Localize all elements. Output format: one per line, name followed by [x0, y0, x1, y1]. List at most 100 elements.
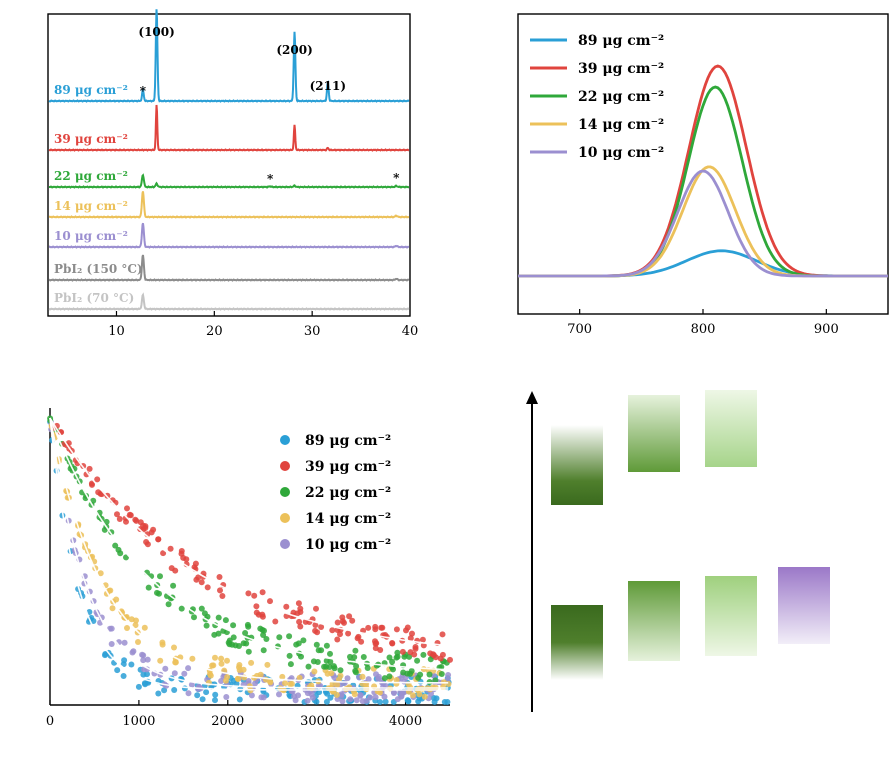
- trpl-data-point: [143, 539, 150, 545]
- trpl-data-point: [236, 643, 242, 649]
- trpl-data-point: [155, 690, 162, 697]
- trpl-data-point: [327, 694, 334, 701]
- xrd-peak-label: (200): [276, 43, 312, 57]
- trpl-data-point: [170, 582, 177, 589]
- trpl-data-point: [391, 690, 397, 696]
- trpl-data-point: [216, 574, 223, 580]
- trpl-data-point: [421, 693, 428, 700]
- xrd-x-tick-label: 40: [402, 324, 419, 339]
- trpl-fit-line: [49, 417, 449, 689]
- trpl-data-point: [337, 667, 344, 674]
- trpl-data-point: [212, 654, 218, 661]
- trpl-data-point: [135, 639, 141, 645]
- trpl-data-point: [267, 598, 273, 605]
- trpl-data-point: [432, 677, 439, 684]
- trpl-data-point: [288, 688, 295, 694]
- trpl-data-point: [365, 624, 372, 631]
- trpl-data-point: [354, 635, 361, 642]
- trpl-data-point: [178, 605, 185, 612]
- trpl-data-point: [86, 465, 93, 472]
- trpl-data-point: [102, 652, 108, 659]
- trpl-data-point: [114, 511, 120, 518]
- trpl-data-point: [188, 681, 195, 688]
- trpl-data-point: [162, 665, 169, 672]
- trpl-data-point: [172, 659, 179, 666]
- trpl-data-point: [367, 694, 374, 701]
- trpl-data-point: [430, 652, 437, 659]
- xrd-star-mark: *: [140, 84, 147, 98]
- trpl-data-point: [234, 675, 241, 682]
- xrd-x-tick-label: 20: [206, 324, 223, 339]
- pl-plot-frame: [517, 13, 889, 315]
- trpl-data-point: [156, 590, 162, 597]
- trpl-data-point: [218, 660, 225, 667]
- xrd-series-line: [48, 9, 410, 103]
- trpl-data-point: [148, 529, 155, 536]
- pl-legend-label: 14 μg cm⁻²: [578, 117, 664, 133]
- trpl-data-point: [419, 636, 426, 643]
- trpl-data-point: [357, 692, 364, 699]
- trpl-legend-swatch: [280, 513, 290, 523]
- trpl-data-point: [389, 640, 396, 647]
- trpl-data-point: [276, 691, 282, 698]
- trpl-data-point: [282, 680, 288, 687]
- trpl-data-point: [181, 670, 188, 677]
- trpl-data-point: [222, 677, 229, 684]
- trpl-data-point: [393, 626, 400, 633]
- trpl-data-point: [97, 570, 104, 577]
- trpl-data-point: [137, 519, 144, 526]
- trpl-legend-label: 10 μg cm⁻²: [305, 537, 391, 553]
- trpl-data-point: [338, 692, 345, 699]
- trpl-data-point: [114, 667, 121, 674]
- trpl-data-point: [240, 666, 247, 673]
- trpl-data-point: [381, 675, 388, 682]
- xrd-series-label: PbI₂ (150 °C): [54, 262, 143, 276]
- trpl-x-tick-label: 4000: [389, 714, 422, 729]
- trpl-data-point: [401, 653, 408, 660]
- trpl-data-point: [171, 687, 178, 693]
- trpl-data-point: [252, 680, 259, 687]
- trpl-data-point: [243, 640, 250, 647]
- trpl-data-point: [323, 657, 330, 664]
- trpl-data-point: [399, 648, 406, 655]
- trpl-data-point: [415, 674, 422, 681]
- trpl-data-point: [345, 630, 352, 637]
- trpl-data-point: [327, 650, 333, 657]
- trpl-data-point: [194, 692, 201, 699]
- trpl-data-point: [109, 605, 116, 612]
- trpl-data-point: [372, 694, 379, 701]
- trpl-data-point: [365, 676, 372, 683]
- trpl-data-point: [386, 654, 393, 661]
- trpl-data-point: [120, 673, 127, 679]
- trpl-data-point: [438, 671, 445, 677]
- trpl-data-point: [242, 630, 249, 636]
- trpl-data-point: [347, 696, 354, 703]
- trpl-data-point: [121, 657, 128, 664]
- trpl-data-point: [447, 656, 453, 663]
- trpl-data-point: [323, 642, 330, 649]
- trpl-data-point: [142, 525, 149, 531]
- trpl-data-point: [260, 647, 267, 654]
- trpl-data-point: [223, 694, 230, 700]
- trpl-data-point: [297, 605, 304, 612]
- trpl-data-point: [382, 698, 389, 705]
- trpl-data-point: [341, 680, 348, 686]
- trpl-data-point: [199, 696, 206, 703]
- pl-series-line: [518, 169, 888, 278]
- trpl-data-point: [124, 625, 130, 631]
- trpl-data-point: [416, 691, 423, 698]
- xrd-star-mark: *: [393, 171, 400, 185]
- pl-series-line: [518, 249, 888, 278]
- trpl-data-point: [296, 618, 303, 625]
- trpl-data-point: [410, 692, 416, 699]
- trpl-data-point: [123, 518, 129, 525]
- trpl-data-point: [123, 554, 129, 561]
- pl-series-line: [518, 85, 888, 278]
- trpl-data-point: [352, 669, 359, 676]
- trpl-data-point: [224, 657, 230, 664]
- trpl-data-point: [290, 609, 297, 616]
- trpl-data-point: [323, 698, 330, 705]
- trpl-data-point: [103, 518, 110, 525]
- trpl-data-point: [407, 635, 414, 642]
- trpl-data-point: [217, 587, 223, 594]
